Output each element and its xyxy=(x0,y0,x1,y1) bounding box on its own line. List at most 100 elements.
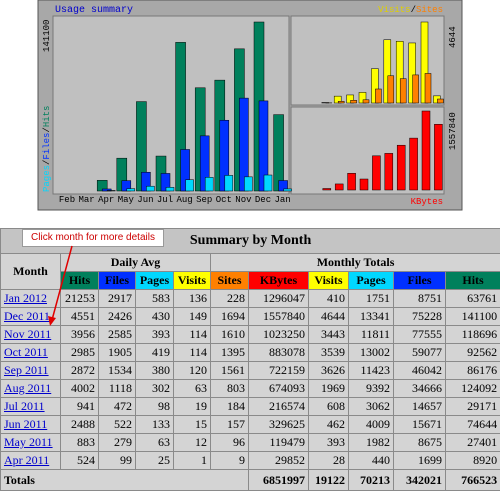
value-cell: 29171 xyxy=(444,397,500,416)
value-cell: 583 xyxy=(135,289,174,308)
value-cell: 119479 xyxy=(248,433,309,452)
value-cell: 608 xyxy=(308,397,349,416)
value-cell: 216574 xyxy=(248,397,309,416)
value-cell: 2585 xyxy=(98,325,136,344)
month-cell: Sep 2011 xyxy=(0,361,61,380)
files-bar xyxy=(239,97,249,192)
value-cell: 380 xyxy=(135,361,174,380)
month-link[interactable]: May 2011 xyxy=(4,435,53,449)
column-header: Files xyxy=(98,271,136,290)
value-cell: 8920 xyxy=(444,451,500,470)
column-header: KBytes xyxy=(248,271,309,290)
value-cell: 4009 xyxy=(348,415,394,434)
value-cell: 136 xyxy=(173,289,211,308)
value-cell: 419 xyxy=(135,343,174,362)
total-cell: 70213 xyxy=(348,469,394,491)
table-row: Sep 2011 2872 1534 380 120 1561 722159 3626 1142… xyxy=(0,361,500,380)
value-cell: 3956 xyxy=(60,325,99,344)
value-cell: 11811 xyxy=(348,325,394,344)
month-link[interactable]: Oct 2011 xyxy=(4,345,48,359)
summary-table: Summary by Month Month Daily Avg Monthly T… xyxy=(0,228,500,491)
value-cell: 15 xyxy=(173,415,211,434)
value-cell: 4002 xyxy=(60,379,99,398)
sites-bar xyxy=(387,75,395,104)
month-link[interactable]: Jul 2011 xyxy=(4,399,45,413)
month-link[interactable]: Dec 2011 xyxy=(4,309,50,323)
value-cell: 28 xyxy=(308,451,349,470)
value-cell: 118696 xyxy=(444,325,500,344)
month-label: Aug xyxy=(176,195,192,205)
value-cell: 1982 xyxy=(348,433,394,452)
value-cell: 430 xyxy=(135,307,174,326)
value-cell: 1534 xyxy=(98,361,136,380)
month-cell: Jan 2012 xyxy=(0,289,61,308)
value-cell: 4644 xyxy=(308,307,349,326)
kbytes-bar xyxy=(421,110,431,191)
hits-panel xyxy=(52,15,290,195)
files-bar xyxy=(278,180,288,192)
visits-bar xyxy=(383,39,392,104)
right-legend: Visits/Sites xyxy=(378,5,443,15)
value-cell: 141100 xyxy=(444,307,500,326)
left-legend: Pages/Files/Hits xyxy=(42,106,52,192)
month-link[interactable]: Nov 2011 xyxy=(4,327,52,341)
totals-row: Totals 6851997 19122 70213 342021 766523 xyxy=(0,469,500,491)
files-bar xyxy=(258,100,269,192)
kbytes-max-label: 1557840 xyxy=(448,112,458,150)
sites-bar xyxy=(350,100,357,104)
value-cell: 1 xyxy=(173,451,211,470)
value-cell: 11423 xyxy=(348,361,394,380)
files-bar xyxy=(101,188,112,192)
month-label: Nov xyxy=(235,195,252,205)
hits-bar xyxy=(273,114,284,192)
value-cell: 2488 xyxy=(60,415,99,434)
total-cell: 6851997 xyxy=(248,469,309,491)
separator: / xyxy=(42,160,52,165)
column-header: Hits xyxy=(444,271,500,290)
value-cell: 157 xyxy=(210,415,249,434)
value-cell: 883 xyxy=(60,433,99,452)
value-cell: 27401 xyxy=(444,433,500,452)
sites-bar xyxy=(375,88,382,104)
kbytes-bar xyxy=(409,137,418,191)
month-link[interactable]: Sep 2011 xyxy=(4,363,49,377)
files-bar xyxy=(180,149,190,192)
pages-bar xyxy=(126,188,136,192)
total-cell: 766523 xyxy=(444,469,500,491)
visits-bar xyxy=(408,42,416,104)
table-body: Summary by Month Month Daily Avg Monthly T… xyxy=(0,228,500,491)
month-link[interactable]: Jan 2012 xyxy=(4,291,47,305)
value-cell: 74644 xyxy=(444,415,500,434)
value-cell: 1557840 xyxy=(248,307,309,326)
daily-avg-header: Daily Avg xyxy=(60,253,211,272)
value-cell: 86176 xyxy=(444,361,500,380)
month-link[interactable]: Jun 2011 xyxy=(4,417,48,431)
value-cell: 524 xyxy=(60,451,99,470)
column-header: Pages xyxy=(135,271,174,290)
month-label: Jan xyxy=(274,195,290,205)
month-cell: Nov 2011 xyxy=(0,325,61,344)
visits-bar xyxy=(358,92,367,104)
separator: / xyxy=(411,5,416,15)
kbytes-label: KBytes xyxy=(411,197,443,207)
table-row: Jan 2012 21253 2917 583 136 228 1296047 410 1751… xyxy=(0,289,500,308)
value-cell: 21253 xyxy=(60,289,99,308)
month-link[interactable]: Apr 2011 xyxy=(4,453,50,467)
kbytes-bar xyxy=(359,178,369,191)
pages-bar xyxy=(224,175,234,192)
value-cell: 59077 xyxy=(393,343,446,362)
value-cell: 1395 xyxy=(210,343,249,362)
pages-bar xyxy=(106,190,116,192)
value-cell: 1969 xyxy=(308,379,349,398)
month-link[interactable]: Aug 2011 xyxy=(4,381,52,395)
value-cell: 15671 xyxy=(393,415,446,434)
files-bar xyxy=(199,135,210,192)
value-cell: 440 xyxy=(348,451,394,470)
files-bar xyxy=(141,171,151,192)
value-cell: 14657 xyxy=(393,397,446,416)
value-cell: 149 xyxy=(173,307,211,326)
value-cell: 9 xyxy=(210,451,249,470)
table-row: Jul 2011 941 472 98 19 184 216574 608 3062 14657 2… xyxy=(0,397,500,416)
kbytes-bar xyxy=(322,188,332,191)
